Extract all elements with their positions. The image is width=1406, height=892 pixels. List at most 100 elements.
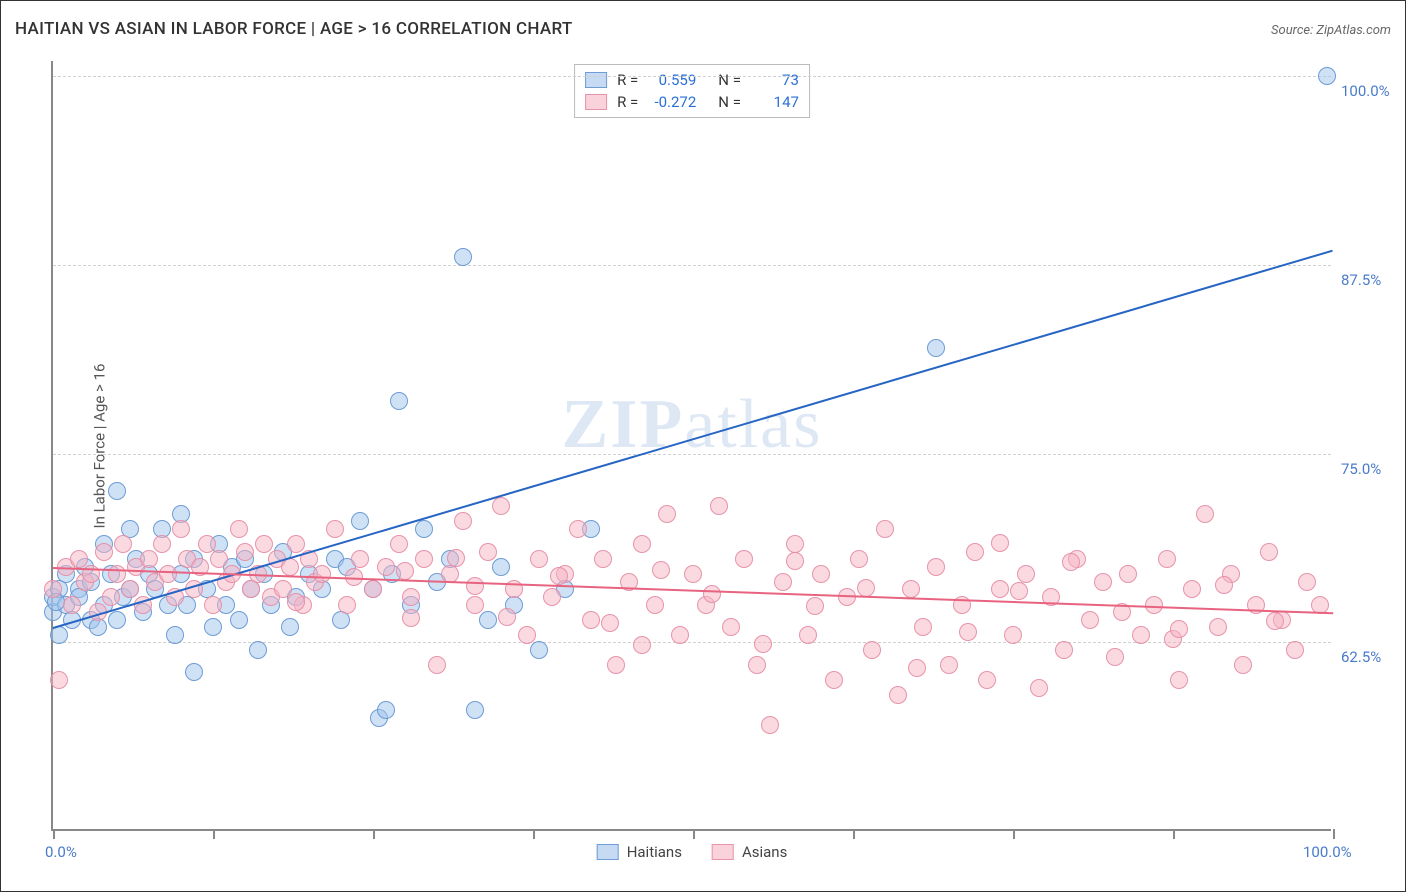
data-point-asians bbox=[204, 596, 222, 614]
data-point-haitians bbox=[249, 641, 267, 659]
data-point-asians bbox=[364, 580, 382, 598]
data-point-asians bbox=[684, 565, 702, 583]
data-point-asians bbox=[902, 580, 920, 598]
data-point-asians bbox=[1260, 543, 1278, 561]
data-point-haitians bbox=[108, 611, 126, 629]
data-point-asians bbox=[70, 550, 88, 568]
data-point-asians bbox=[377, 558, 395, 576]
data-point-asians bbox=[940, 656, 958, 674]
x-tick-label: 0.0% bbox=[45, 843, 77, 861]
source-label: Source: ZipAtlas.com bbox=[1271, 23, 1391, 38]
series-legend-item: Haitians bbox=[597, 843, 682, 861]
plot-area: ZIPatlas R =0.559N =73R =-0.272N =147 Ha… bbox=[51, 61, 1331, 831]
data-point-haitians bbox=[466, 701, 484, 719]
data-point-asians bbox=[1055, 641, 1073, 659]
data-point-haitians bbox=[530, 641, 548, 659]
data-point-asians bbox=[63, 596, 81, 614]
legend-label: Haitians bbox=[627, 843, 682, 861]
data-point-asians bbox=[402, 588, 420, 606]
data-point-asians bbox=[652, 561, 670, 579]
gridline bbox=[53, 454, 1331, 455]
x-tick bbox=[533, 829, 535, 839]
data-point-haitians bbox=[927, 339, 945, 357]
data-point-asians bbox=[550, 567, 568, 585]
data-point-asians bbox=[498, 608, 516, 626]
data-point-asians bbox=[159, 565, 177, 583]
chart-title: HAITIAN VS ASIAN IN LABOR FORCE | AGE > … bbox=[15, 19, 573, 39]
data-point-asians bbox=[44, 580, 62, 598]
data-point-haitians bbox=[377, 701, 395, 719]
data-point-asians bbox=[1119, 565, 1137, 583]
x-tick bbox=[1333, 829, 1335, 839]
data-point-haitians bbox=[479, 611, 497, 629]
data-point-asians bbox=[806, 597, 824, 615]
data-point-asians bbox=[761, 716, 779, 734]
data-point-asians bbox=[914, 618, 932, 636]
legend-swatch bbox=[712, 844, 734, 860]
legend-row: R =-0.272N =147 bbox=[585, 91, 799, 113]
data-point-asians bbox=[1209, 618, 1227, 636]
legend-label: Asians bbox=[742, 843, 787, 861]
r-value: 0.559 bbox=[648, 71, 696, 89]
data-point-asians bbox=[1132, 626, 1150, 644]
data-point-asians bbox=[1004, 626, 1022, 644]
series-legend-item: Asians bbox=[712, 843, 787, 861]
r-value: -0.272 bbox=[648, 93, 696, 111]
data-point-asians bbox=[466, 596, 484, 614]
gridline bbox=[53, 76, 1331, 77]
data-point-haitians bbox=[108, 482, 126, 500]
data-point-haitians bbox=[454, 248, 472, 266]
data-point-asians bbox=[121, 580, 139, 598]
data-point-asians bbox=[774, 573, 792, 591]
data-point-asians bbox=[722, 618, 740, 636]
data-point-asians bbox=[402, 609, 420, 627]
data-point-asians bbox=[108, 565, 126, 583]
data-point-asians bbox=[633, 535, 651, 553]
data-point-haitians bbox=[415, 520, 433, 538]
data-point-asians bbox=[1158, 550, 1176, 568]
data-point-asians bbox=[991, 534, 1009, 552]
data-point-haitians bbox=[281, 618, 299, 636]
data-point-asians bbox=[825, 671, 843, 689]
data-point-asians bbox=[959, 623, 977, 641]
data-point-asians bbox=[172, 520, 190, 538]
chart-container: HAITIAN VS ASIAN IN LABOR FORCE | AGE > … bbox=[0, 0, 1406, 892]
legend-row: R =0.559N =73 bbox=[585, 69, 799, 91]
n-label: N = bbox=[718, 71, 741, 89]
data-point-asians bbox=[390, 535, 408, 553]
series-legend: Haitians Asians bbox=[597, 843, 788, 861]
data-point-asians bbox=[466, 577, 484, 595]
data-point-asians bbox=[1010, 582, 1028, 600]
legend-swatch bbox=[585, 72, 607, 88]
data-point-asians bbox=[114, 535, 132, 553]
data-point-haitians bbox=[390, 392, 408, 410]
data-point-asians bbox=[543, 588, 561, 606]
data-point-asians bbox=[102, 588, 120, 606]
data-point-asians bbox=[1215, 576, 1233, 594]
data-point-asians bbox=[326, 520, 344, 538]
data-point-asians bbox=[338, 596, 356, 614]
data-point-asians bbox=[908, 659, 926, 677]
data-point-asians bbox=[153, 535, 171, 553]
data-point-asians bbox=[140, 550, 158, 568]
data-point-asians bbox=[966, 543, 984, 561]
data-point-asians bbox=[95, 543, 113, 561]
data-point-asians bbox=[754, 635, 772, 653]
data-point-haitians bbox=[1318, 67, 1336, 85]
legend-swatch bbox=[597, 844, 619, 860]
y-tick-label: 87.5% bbox=[1341, 271, 1406, 289]
x-tick bbox=[373, 829, 375, 839]
data-point-asians bbox=[236, 543, 254, 561]
r-label: R = bbox=[617, 71, 638, 89]
data-point-asians bbox=[710, 497, 728, 515]
data-point-asians bbox=[703, 585, 721, 603]
data-point-haitians bbox=[166, 626, 184, 644]
data-point-asians bbox=[1170, 620, 1188, 638]
data-point-haitians bbox=[230, 611, 248, 629]
y-tick-label: 100.0% bbox=[1341, 82, 1406, 100]
correlation-legend: R =0.559N =73R =-0.272N =147 bbox=[574, 64, 810, 118]
data-point-asians bbox=[601, 614, 619, 632]
n-value: 147 bbox=[751, 93, 799, 111]
y-tick-label: 62.5% bbox=[1341, 648, 1406, 666]
data-point-asians bbox=[428, 656, 446, 674]
